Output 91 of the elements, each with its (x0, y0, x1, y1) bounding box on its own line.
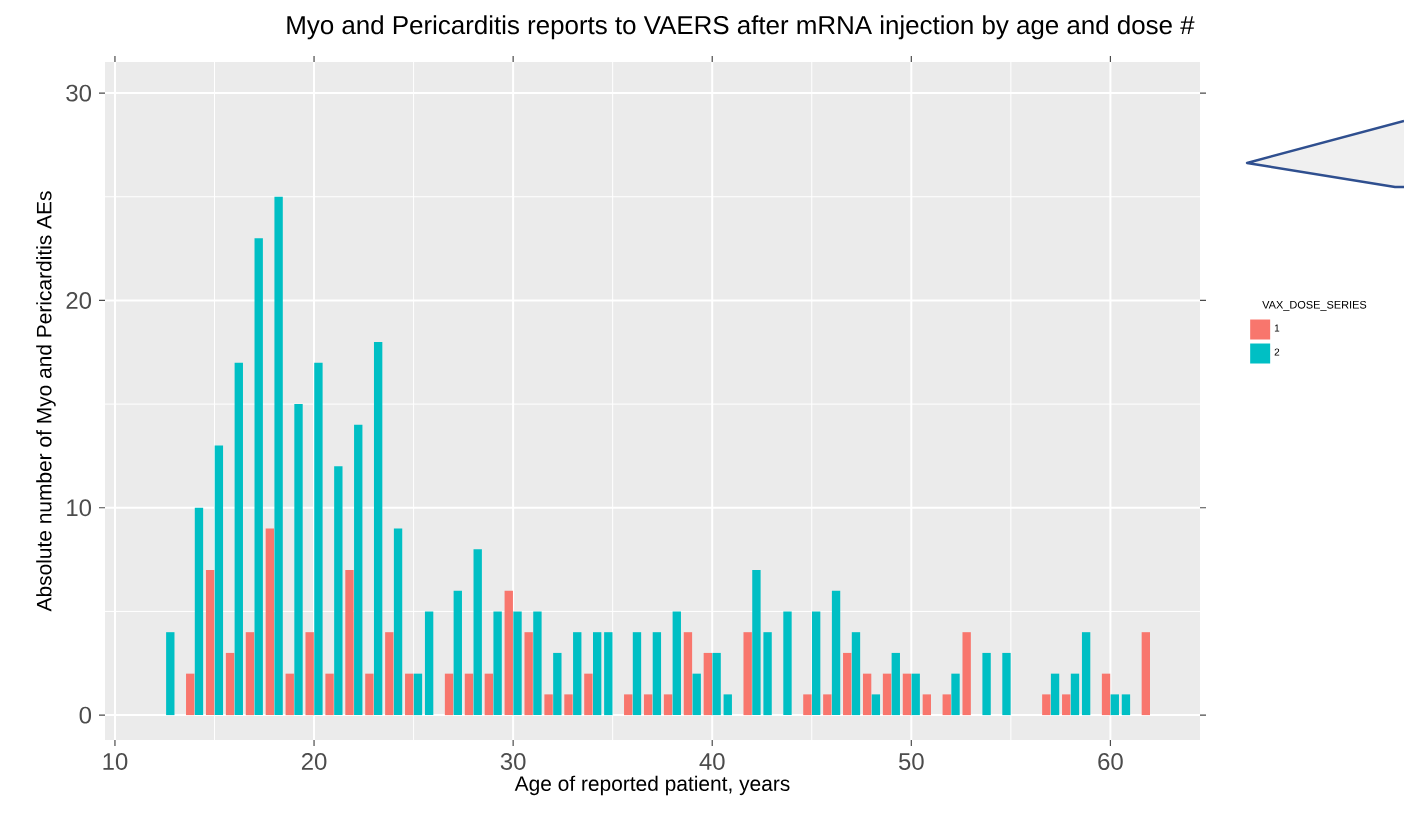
bar (902, 673, 912, 716)
bar (464, 673, 474, 716)
bar (703, 652, 713, 716)
bar (743, 632, 752, 716)
x-axis-title: Age of reported patient, years (514, 775, 790, 796)
bar (951, 673, 960, 716)
bar (524, 632, 533, 716)
bar (632, 632, 642, 716)
bar (871, 694, 881, 716)
legend-title: VAX_DOSE_SERIES (1262, 300, 1367, 311)
y-axis-title: Absolute number of Myo and Pericarditis AEs (36, 191, 56, 612)
bar (385, 632, 394, 716)
bar (652, 632, 662, 716)
x-tick-label: 50 (898, 753, 924, 770)
bar (504, 590, 513, 716)
bar (584, 673, 593, 716)
y-tick-label: 10 (67, 499, 92, 517)
bar (843, 652, 852, 716)
bar (831, 590, 841, 716)
bar (325, 673, 334, 716)
bar (365, 673, 374, 716)
x-tick-label: 10 (103, 753, 128, 770)
bar (205, 569, 215, 716)
bar (942, 694, 951, 716)
bar (484, 673, 494, 716)
y-tick-label: 30 (66, 84, 92, 102)
bar (553, 652, 562, 716)
bar (285, 673, 294, 716)
bar (823, 694, 832, 716)
bar (373, 341, 383, 716)
bar (413, 673, 423, 716)
bar (573, 632, 582, 716)
bar (592, 632, 602, 716)
bar (922, 694, 932, 716)
bar (891, 652, 900, 716)
bar (345, 569, 354, 716)
bar (564, 694, 573, 716)
bar (862, 673, 872, 716)
bar (1042, 694, 1051, 716)
x-tick-label: 40 (699, 753, 725, 770)
bar (265, 528, 275, 716)
bar (803, 694, 812, 716)
bar (692, 673, 701, 716)
bar (663, 694, 673, 716)
bar (1070, 673, 1080, 716)
bar (393, 528, 403, 716)
bar (254, 238, 263, 716)
bar (405, 673, 414, 716)
bar (493, 611, 502, 716)
bar (544, 694, 553, 716)
bar (811, 611, 821, 716)
bar (294, 404, 303, 716)
bar (194, 507, 204, 716)
bar (672, 611, 681, 716)
bar (962, 632, 971, 716)
bar (513, 611, 522, 716)
bar (234, 362, 243, 716)
legend-label: 1 (1274, 324, 1280, 332)
bar (1062, 694, 1071, 716)
bar (274, 196, 283, 716)
bar (186, 673, 195, 716)
x-tick-label: 60 (1098, 753, 1123, 770)
bar (851, 632, 861, 716)
bar (911, 673, 920, 716)
bar (444, 673, 454, 716)
legend-label: 2 (1274, 348, 1280, 356)
bar (214, 445, 224, 716)
bar (334, 466, 343, 716)
bar (473, 549, 482, 716)
bar (225, 652, 235, 716)
bar (305, 632, 314, 716)
bar (354, 424, 363, 716)
chart-title: Myo and Pericarditis reports to VAERS after mRNA injection by age and dose # (287, 15, 1195, 40)
bar (1141, 632, 1151, 716)
bar (453, 590, 462, 716)
bar (712, 652, 721, 716)
bar (882, 673, 892, 716)
bar (643, 694, 653, 716)
bar (1110, 694, 1119, 716)
bar (314, 362, 323, 716)
bar (752, 569, 761, 716)
bar (1050, 673, 1060, 716)
bar (245, 632, 255, 716)
y-tick-label: 0 (79, 706, 92, 724)
y-tick-label: 20 (66, 291, 92, 309)
bar (624, 694, 633, 716)
x-tick-label: 30 (500, 753, 526, 770)
x-tick-label: 20 (301, 753, 327, 770)
bar (1101, 673, 1111, 716)
bar (683, 632, 693, 716)
bar (533, 611, 542, 716)
